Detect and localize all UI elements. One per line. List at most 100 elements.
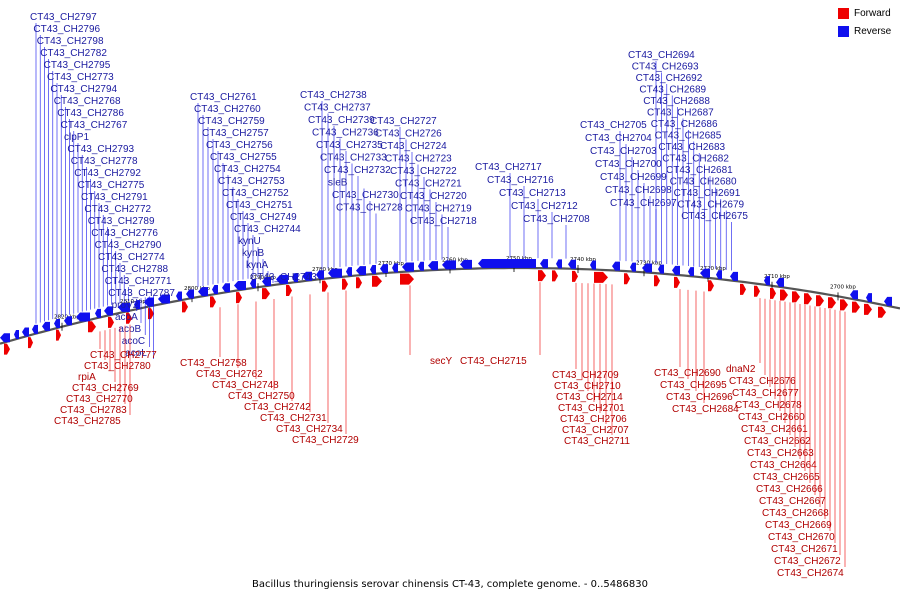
reverse-gene-label: CT43_CH2704: [585, 133, 652, 144]
reverse-gene-label: CT43_CH2789: [88, 216, 155, 227]
reverse-gene-label-group: CT43_CH2721: [395, 179, 462, 261]
forward-gene-label: CT43_CH2731: [260, 413, 327, 424]
forward-gene-label-group: CT43_CH2729: [292, 290, 359, 446]
forward-gene-label-group: CT43_CH2665: [753, 304, 820, 483]
gene-reverse: [302, 271, 312, 281]
gene-reverse: [590, 260, 596, 270]
reverse-gene-label: CT43_CH2775: [78, 180, 145, 191]
forward-gene-label-group: CT43_CH2666: [756, 305, 823, 495]
forward-gene-label-group: CT43_CH2770: [66, 326, 133, 405]
reverse-gene-label-group: CT43_CH2792: [74, 168, 141, 310]
reverse-gene-label-group: CT43_CH2687: [647, 108, 714, 266]
reverse-gene-label-group: CT43_CH2675: [681, 211, 748, 271]
reverse-gene-label-group: kynU: [238, 236, 261, 278]
reverse-gene-label-group: CT43_CH2683: [658, 142, 726, 267]
reverse-gene-label-group: CT43_CH2782: [40, 48, 107, 321]
gene-reverse: [850, 290, 858, 300]
gene-reverse: [700, 268, 710, 278]
reverse-gene-label-group: CT43_CH2727: [370, 116, 437, 263]
gene-reverse: [478, 259, 536, 269]
gene-forward: [828, 297, 836, 309]
reverse-gene-label-group: CT43_CH2735: [316, 140, 383, 267]
reverse-gene-label: CT43_CH2683: [658, 142, 725, 153]
reverse-gene-label: CT43_CH2794: [50, 84, 117, 95]
gene-forward: [372, 275, 382, 287]
reverse-gene-label: CT43_CH2793: [67, 144, 134, 155]
reverse-gene-label-group: CT43_CH2717: [475, 162, 542, 259]
gene-reverse: [144, 297, 154, 307]
reverse-gene-label-group: CT43_CH2795: [44, 60, 111, 320]
reverse-gene-label-group: CT43_CH2791: [81, 192, 148, 308]
reverse-gene-label: CT43_CH2754: [214, 164, 281, 175]
reverse-gene-label-group: CT43_CH2775: [78, 180, 145, 309]
reverse-gene-label: CT43_CH2735: [316, 140, 383, 151]
reverse-gene-label-group: CT43_CH2744: [234, 224, 301, 278]
gene-reverse: [14, 329, 19, 339]
reverse-gene-label: CT43_CH2726: [375, 129, 442, 140]
reverse-gene-label: CT43_CH2732: [324, 165, 391, 176]
reverse-gene-label: CT43_CH2693: [632, 62, 699, 73]
gene-reverse: [866, 293, 872, 303]
reverse-gene-label-group: CT43_CH2788: [101, 264, 169, 302]
reverse-gene-label: acoL: [125, 348, 147, 359]
forward-gene-label-group: CT43_CH2668: [762, 307, 829, 519]
forward-gene-label-group: rpiA: [78, 329, 111, 383]
reverse-gene-label: CT43_CH2730: [332, 190, 399, 201]
tick-label: 2750 kbp: [506, 256, 532, 262]
reverse-gene-label: CT43_CH2688: [643, 96, 710, 107]
gene-reverse: [540, 259, 548, 269]
gene-forward: [356, 277, 362, 289]
gene-reverse: [118, 302, 130, 312]
reverse-gene-label-group: CT43_CH2757: [202, 128, 269, 285]
gene-reverse: [0, 333, 10, 343]
reverse-gene-label: CT43_CH2692: [636, 73, 703, 84]
reverse-gene-label: CT43_CH2723: [385, 154, 452, 165]
tick-label: 2710 kbp: [764, 274, 790, 280]
reverse-gene-label-group: CT43_CH2767: [61, 120, 128, 314]
gene-reverse: [688, 267, 694, 277]
reverse-gene-label-group: CT43_CH2733: [320, 153, 387, 266]
gene-forward: [654, 275, 660, 287]
forward-gene-label: CT43_CH2780: [84, 361, 151, 372]
reverse-gene-label-group: CT43_CH2679: [677, 200, 745, 270]
gene-forward: [754, 285, 760, 297]
forward-gene-label: CT43_CH2762: [196, 369, 263, 380]
reverse-gene-label-group: CT43_CH2752: [222, 188, 289, 281]
forward-gene-label-group: CT43_CH2664: [750, 303, 817, 471]
forward-gene-label: CT43_CH2777: [90, 350, 157, 361]
reverse-gene-label: CT43_CH2728: [336, 203, 403, 214]
reverse-gene-label-group: CT43_CH2728: [336, 203, 403, 264]
forward-gene-label: CT43_CH2709: [552, 370, 619, 381]
forward-gene-label: CT43_CH2695: [660, 380, 727, 391]
reverse-gene-label-group: CT43_CH2739: [308, 115, 375, 268]
gene-reverse: [356, 266, 366, 276]
reverse-gene-label-group: acoC: [122, 296, 150, 347]
reverse-gene-label: CT43_CH2721: [395, 179, 462, 190]
reverse-gene-label-group: CT43_CH2692: [636, 73, 703, 265]
reverse-gene-label-group: CT43_CH2691: [674, 188, 741, 270]
forward-gene-label: CT43_CH2678: [735, 400, 802, 411]
reverse-gene-label: CT43_CH2716: [487, 175, 554, 186]
gene-reverse: [630, 262, 636, 272]
forward-gene-label: CT43_CH2701: [558, 403, 625, 414]
tick-label: 2810 kbp: [120, 299, 146, 305]
reverse-gene-label-group: CT43_CH2768: [54, 96, 121, 316]
forward-gene-label: CT43_CH2711: [564, 436, 630, 447]
forward-gene-label: CT43_CH2785: [54, 416, 121, 427]
forward-gene-label: CT43_CH2769: [72, 383, 139, 394]
gene-reverse: [658, 264, 664, 274]
forward-gene-label-group: CT43_CH2762: [196, 304, 263, 380]
reverse-gene-label: sleB: [328, 178, 348, 189]
reverse-gene-label-group: CT43_CH2694: [628, 50, 695, 264]
forward-gene-label: CT43_CH2662: [744, 436, 811, 447]
gene-reverse: [730, 271, 738, 281]
gene-reverse: [32, 324, 38, 334]
forward-gene-label: CT43_CH2758: [180, 358, 247, 369]
forward-gene-label: CT43_CH2710: [554, 381, 621, 392]
gene-forward: [4, 343, 10, 355]
reverse-gene-label-group: CT43_CH2704: [585, 133, 652, 262]
forward-gene-label: rpiA: [78, 372, 96, 383]
reverse-gene-label-group: CT43_CH2693: [632, 62, 699, 264]
gene-reverse: [316, 270, 324, 280]
